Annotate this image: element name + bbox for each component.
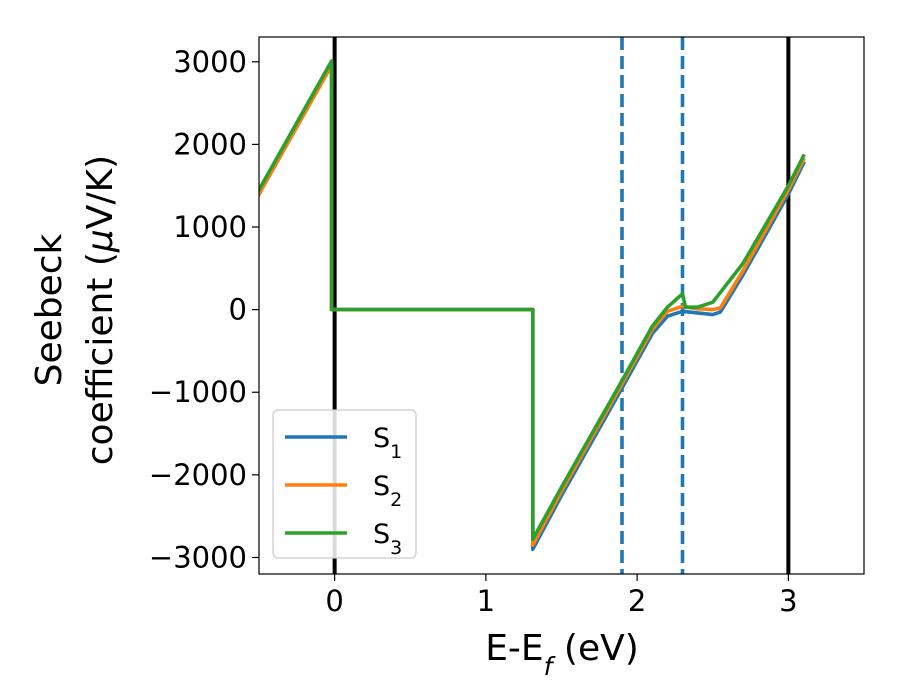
x-tick-label: 2 [628, 584, 646, 618]
legend-label-s1: S1 [373, 423, 402, 463]
x-tick-label: 3 [779, 584, 797, 618]
x-tick-label: 1 [477, 584, 495, 618]
y-tick-label: 0 [229, 293, 247, 327]
x-axis-ticks: 0 1 2 3 [325, 574, 798, 618]
y-axis-label: Seebeck coefficient (μV/K) [29, 155, 121, 465]
plot-frame [258, 36, 865, 575]
y-axis-label-line2: coefficient (μV/K) [80, 155, 121, 465]
y-tick-label: −1000 [149, 375, 247, 409]
y-tick-label: 1000 [173, 210, 247, 244]
y-tick-label: −2000 [149, 458, 247, 492]
y-axis-ticks: 3000 2000 1000 0 −1000 −2000 −3000 [149, 45, 259, 574]
series-lines [259, 59, 806, 552]
y-tick-label: 3000 [173, 45, 247, 79]
y-tick-label: −3000 [149, 540, 247, 574]
legend-label-s2: S2 [373, 471, 402, 511]
legend: S1 S2 S3 [272, 409, 417, 559]
legend-label-s3: S3 [373, 519, 402, 559]
x-tick-label: 0 [325, 584, 343, 618]
y-axis-label-line1: Seebeck [29, 233, 70, 386]
x-axis-label: E-Ef (eV) [485, 628, 639, 681]
series-line-s3 [259, 59, 806, 542]
y-tick-label: 2000 [173, 127, 247, 161]
